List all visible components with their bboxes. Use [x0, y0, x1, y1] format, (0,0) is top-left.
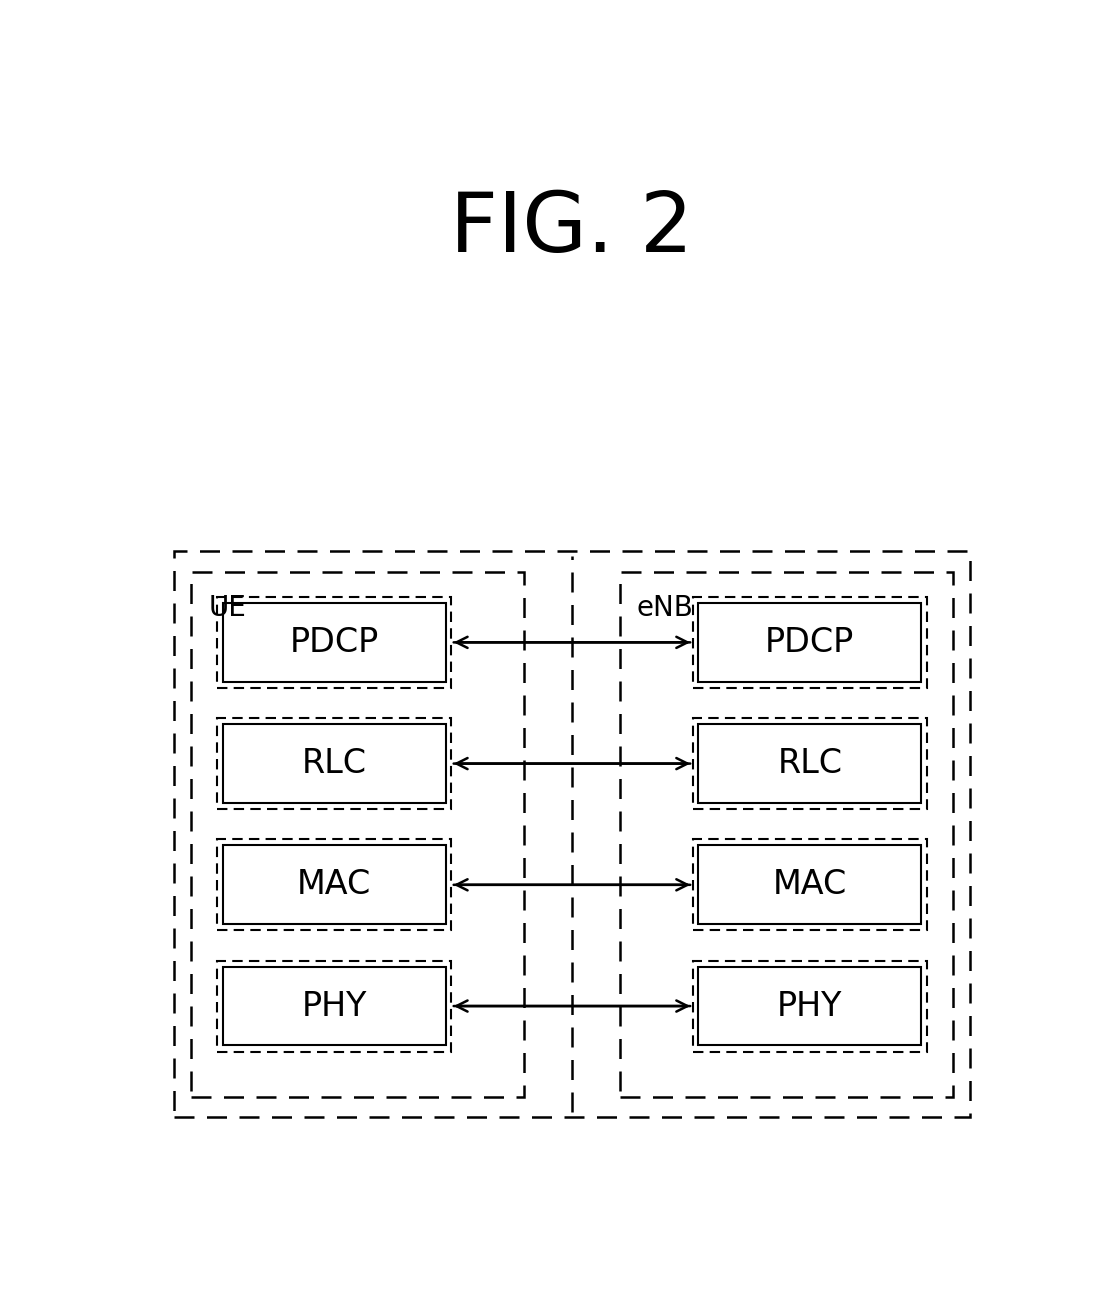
- Bar: [174, 551, 970, 1118]
- Bar: [218, 840, 451, 930]
- Bar: [222, 967, 445, 1046]
- Text: PHY: PHY: [301, 989, 367, 1022]
- Bar: [218, 960, 451, 1051]
- Text: RLC: RLC: [778, 747, 843, 781]
- Bar: [192, 572, 525, 1097]
- Bar: [693, 840, 926, 930]
- Bar: [693, 718, 926, 810]
- Text: MAC: MAC: [297, 869, 372, 901]
- Bar: [222, 604, 445, 682]
- Text: UE: UE: [209, 594, 247, 622]
- Bar: [218, 597, 451, 687]
- Bar: [699, 845, 922, 924]
- Bar: [699, 724, 922, 803]
- Text: FIG. 2: FIG. 2: [451, 188, 693, 269]
- Text: PHY: PHY: [777, 989, 843, 1022]
- Bar: [222, 845, 445, 924]
- Text: MAC: MAC: [772, 869, 847, 901]
- Text: RLC: RLC: [301, 747, 366, 781]
- Text: PDCP: PDCP: [289, 626, 378, 659]
- Bar: [222, 724, 445, 803]
- Text: PDCP: PDCP: [766, 626, 855, 659]
- Bar: [699, 604, 922, 682]
- Bar: [699, 967, 922, 1046]
- Bar: [218, 718, 451, 810]
- Bar: [693, 960, 926, 1051]
- Bar: [619, 572, 953, 1097]
- Text: eNB: eNB: [637, 594, 694, 622]
- Bar: [693, 597, 926, 687]
